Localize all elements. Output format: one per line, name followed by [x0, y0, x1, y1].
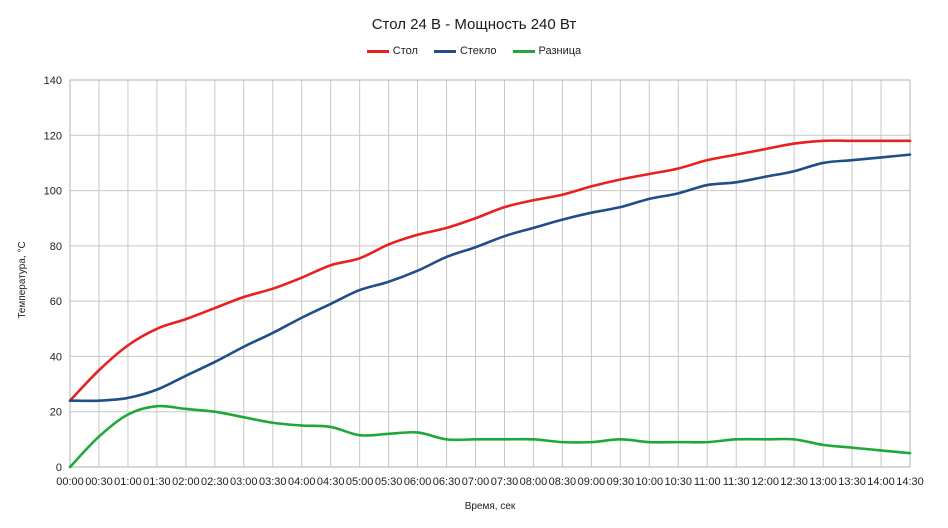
- legend-swatch-stol: [366, 49, 389, 53]
- y-tick-label: 40: [50, 351, 62, 363]
- x-tick-label: 09:00: [578, 476, 606, 488]
- x-tick-label: 09:30: [607, 476, 635, 488]
- x-tick-label: 07:30: [491, 476, 519, 488]
- y-tick-label: 120: [44, 130, 62, 142]
- x-tick-label: 11:00: [694, 476, 721, 488]
- x-tick-label: 04:00: [288, 476, 316, 488]
- x-tick-label: 01:30: [143, 476, 171, 488]
- legend: Стол Стекло Разница: [0, 45, 948, 57]
- x-tick-label: 00:30: [85, 476, 113, 488]
- x-tick-label: 10:30: [665, 476, 693, 488]
- x-tick-label: 08:30: [549, 476, 577, 488]
- plot-border: [69, 79, 911, 468]
- x-tick-label: 04:30: [317, 476, 345, 488]
- x-tick-label: 14:00: [867, 476, 895, 488]
- legend-label-steklo: Стекло: [459, 45, 497, 57]
- x-tick-label: 06:00: [404, 476, 432, 488]
- x-tick-label: 08:00: [520, 476, 548, 488]
- y-tick-label: 80: [50, 241, 62, 253]
- x-tick-label: 11:30: [723, 476, 750, 488]
- y-tick-label: 100: [44, 186, 62, 198]
- legend-swatch-raznitsa: [512, 49, 535, 53]
- x-tick-label: 00:00: [56, 476, 84, 488]
- legend-item-raznitsa: Разница: [512, 45, 582, 57]
- chart-title: Стол 24 В - Мощность 240 Вт: [371, 16, 577, 33]
- x-tick-label: 10:00: [636, 476, 664, 488]
- legend-item-stol: Стол: [366, 45, 418, 57]
- y-axis-title: Температура, °C: [17, 241, 28, 318]
- x-axis-title: Время, сек: [465, 501, 516, 512]
- x-tick-label: 14:30: [896, 476, 924, 488]
- x-tick-label: 12:30: [780, 476, 808, 488]
- series-line-raznitsa: [68, 404, 912, 469]
- y-tick-label: 20: [50, 407, 62, 419]
- x-tick-label: 05:30: [375, 476, 403, 488]
- legend-item-steklo: Стекло: [433, 45, 497, 57]
- series-layer: [68, 139, 912, 469]
- grid-layer: [69, 79, 911, 468]
- series-line-stol: [68, 139, 912, 402]
- y-tick-label: 60: [50, 296, 62, 308]
- x-tick-label: 05:00: [346, 476, 374, 488]
- x-tick-label: 07:00: [462, 476, 490, 488]
- x-tick-label: 02:30: [201, 476, 229, 488]
- legend-swatch-steklo: [433, 49, 456, 53]
- x-tick-label: 06:30: [433, 476, 461, 488]
- series-line-steklo: [68, 153, 912, 403]
- x-tick-label: 03:00: [230, 476, 258, 488]
- x-tick-label: 02:00: [172, 476, 200, 488]
- x-tick-label: 13:30: [838, 476, 866, 488]
- legend-label-raznitsa: Разница: [538, 45, 582, 57]
- y-tick-label: 140: [44, 75, 62, 87]
- x-tick-label: 13:00: [809, 476, 837, 488]
- x-tick-label: 01:00: [114, 476, 142, 488]
- legend-label-stol: Стол: [392, 45, 418, 57]
- x-tick-label: 03:30: [259, 476, 287, 488]
- x-tick-label: 12:00: [751, 476, 779, 488]
- y-tick-label: 0: [56, 462, 62, 474]
